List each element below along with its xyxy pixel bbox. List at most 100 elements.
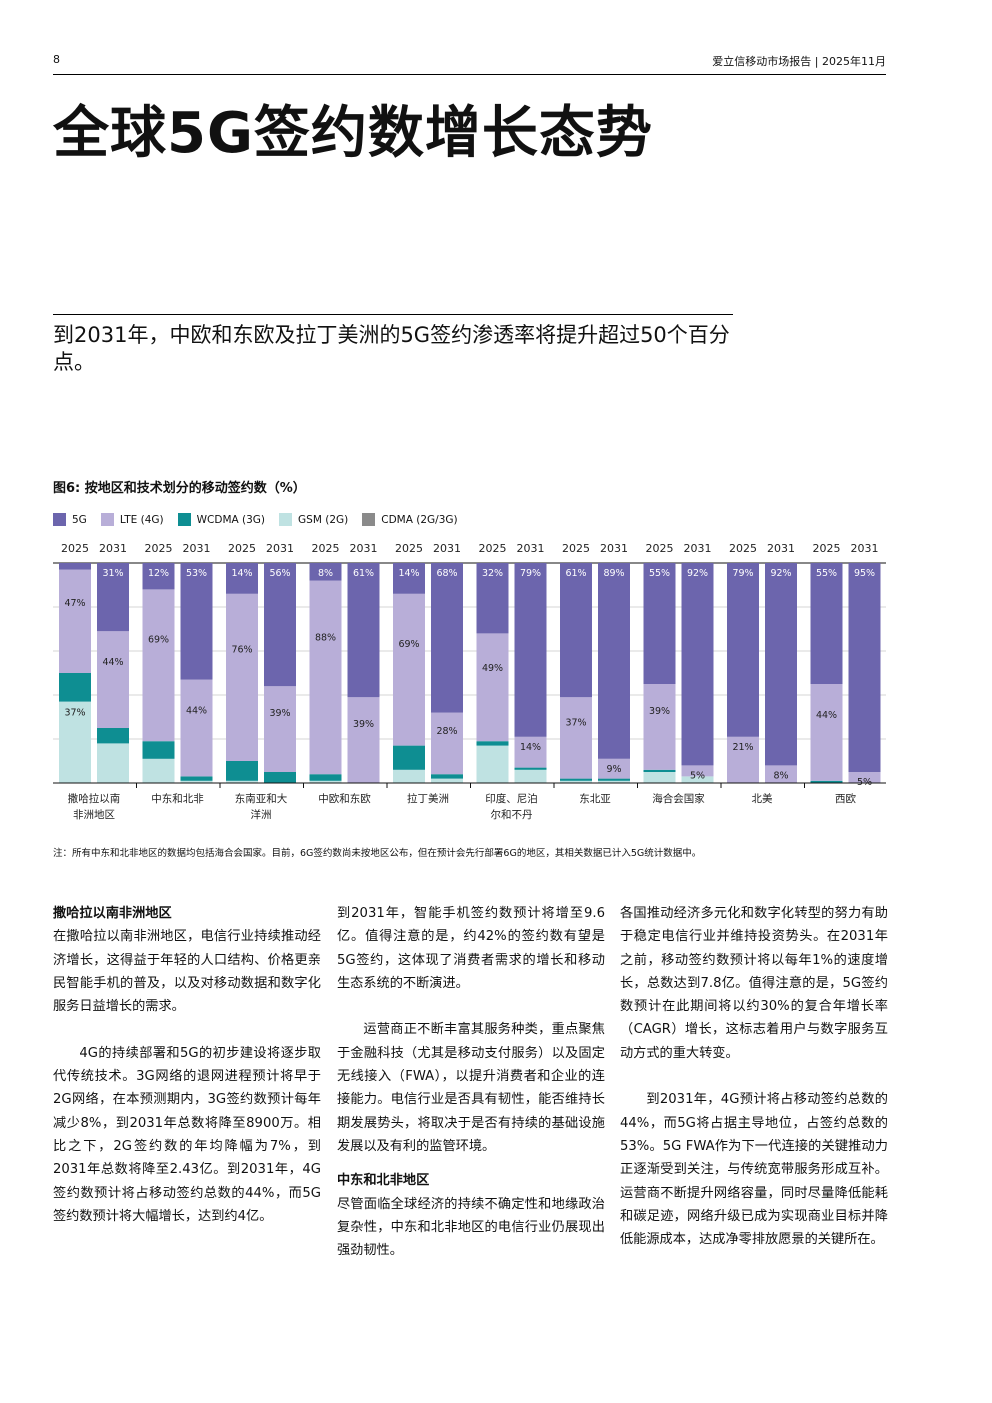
bar-segment	[643, 684, 676, 770]
bar-segment	[514, 736, 547, 768]
bar-segment	[393, 563, 425, 594]
bar-segment	[810, 563, 843, 684]
legend-item: LTE (4G)	[100, 513, 164, 526]
data-label: 9%	[606, 764, 621, 775]
data-label: 68%	[436, 568, 457, 579]
legend-label: LTE (4G)	[119, 513, 164, 526]
legend-swatch	[279, 513, 293, 526]
bar-segment	[560, 697, 592, 779]
legend-item: CDMA (2G/3G)	[362, 513, 458, 526]
bar-segment	[59, 563, 91, 570]
bar-segment	[848, 563, 881, 772]
data-label: 61%	[353, 568, 374, 579]
legend-item: WCDMA (3G)	[177, 513, 265, 526]
year-tick-label: 2025	[646, 542, 674, 555]
section-heading-mena: 中东和北非地区	[337, 1173, 430, 1189]
bar-segment	[681, 776, 714, 783]
year-tick-label: 2025	[479, 542, 507, 555]
year-tick-label: 2031	[851, 542, 879, 555]
body-column-1: 撒哈拉以南非洲地区 在撒哈拉以南非洲地区，电信行业持续推动经济增长，这得益于年轻…	[53, 902, 321, 1228]
header-divider	[53, 74, 886, 75]
bar-segment	[97, 631, 129, 728]
bar-segment	[97, 563, 129, 632]
paragraph: 在撒哈拉以南非洲地区，电信行业持续推动经济增长，这得益于年轻的人口结构、价格更亲…	[53, 929, 321, 1015]
data-label: 92%	[770, 568, 791, 579]
year-tick-label: 2031	[433, 542, 461, 555]
year-tick-label: 2031	[266, 542, 294, 555]
body-column-2: 到2031年，智能手机签约数预计将增至9.6亿。值得注意的是，约42%的签约数有…	[337, 902, 605, 1262]
region-label: 印度、尼泊	[485, 792, 538, 805]
data-label: 44%	[102, 657, 123, 668]
year-tick-label: 2025	[228, 542, 256, 555]
bar-segment	[476, 741, 509, 746]
data-label: 69%	[398, 639, 419, 650]
bar-segment	[431, 563, 463, 713]
bar-segment	[514, 563, 547, 737]
region-label: 北美	[752, 792, 773, 805]
legend-label: CDMA (2G/3G)	[381, 513, 458, 526]
bar-segment	[309, 780, 342, 783]
bar-segment	[309, 563, 342, 581]
bar-segment	[598, 778, 630, 781]
bar-segment	[727, 736, 759, 783]
legend-swatch	[362, 513, 376, 526]
data-label: 89%	[603, 568, 624, 579]
bar-segment	[347, 563, 380, 698]
data-label: 53%	[186, 568, 207, 579]
legend-item: 5G	[53, 513, 87, 526]
data-label: 79%	[732, 568, 753, 579]
bar-segment	[97, 743, 129, 783]
bar-segment	[180, 780, 213, 783]
year-tick-label: 2031	[684, 542, 712, 555]
data-label: 12%	[148, 568, 169, 579]
bar-segment	[514, 769, 547, 783]
bar-segment	[810, 684, 843, 781]
data-label: 47%	[64, 598, 85, 609]
data-label: 39%	[269, 708, 290, 719]
figure-title: 图6: 按地区和技术划分的移动签约数（%）	[53, 481, 306, 496]
region-label: 海合会国家	[652, 792, 705, 805]
data-label: 92%	[687, 568, 708, 579]
data-label: 8%	[318, 568, 333, 579]
data-label: 44%	[186, 705, 207, 716]
year-tick-label: 2025	[61, 542, 89, 555]
data-label: 39%	[353, 719, 374, 730]
bar-segment	[560, 563, 592, 698]
bar-segment	[560, 778, 592, 781]
year-tick-label: 2025	[395, 542, 423, 555]
region-label: 中欧和东欧	[318, 792, 371, 805]
bar-segment	[226, 761, 258, 781]
region-label: 尔和不丹	[491, 808, 533, 821]
bar-segment	[59, 701, 91, 783]
stacked-bar-chart: 2025 47% 37% 2031 31% 44% 撒哈拉以南非洲地区 2025 12% 69% 2…	[53, 542, 886, 821]
legend-swatch	[177, 513, 191, 526]
year-tick-label: 2025	[562, 542, 590, 555]
region-label: 西欧	[835, 793, 856, 805]
bar-segment	[180, 563, 213, 680]
year-tick-label: 2025	[729, 542, 757, 555]
bar-segment	[180, 679, 213, 777]
year-tick-label: 2031	[350, 542, 378, 555]
region-label: 非洲地区	[73, 808, 115, 821]
legend-swatch	[53, 513, 66, 526]
data-label: 55%	[649, 568, 670, 579]
bar-segment	[142, 563, 175, 590]
section-heading-ssa: 撒哈拉以南非洲地区	[53, 906, 172, 921]
paragraph: 到2031年，4G预计将占移动签约总数的44%，而5G将占据主导地位，占签约总数…	[620, 1092, 888, 1248]
region-label: 东南亚和大	[235, 792, 288, 805]
data-label: 21%	[732, 742, 753, 753]
bar-segment	[264, 686, 296, 772]
data-label: 88%	[315, 633, 336, 644]
report-header: 爱立信移动市场报告 | 2025年11月	[712, 55, 886, 68]
bar-segment	[97, 728, 129, 744]
year-tick-label: 2025	[145, 542, 173, 555]
bar-segment	[848, 772, 881, 783]
data-label: 69%	[148, 635, 169, 646]
bar-segment	[142, 758, 175, 783]
data-label: 39%	[649, 706, 670, 717]
subtitle-divider	[53, 314, 733, 315]
subtitle: 到2031年，中欧和东欧及拉丁美洲的5G签约渗透率将提升超过50个百分点。	[53, 323, 730, 374]
bar-segment	[180, 776, 213, 781]
data-label: 44%	[816, 710, 837, 721]
bar-segment	[765, 765, 797, 783]
